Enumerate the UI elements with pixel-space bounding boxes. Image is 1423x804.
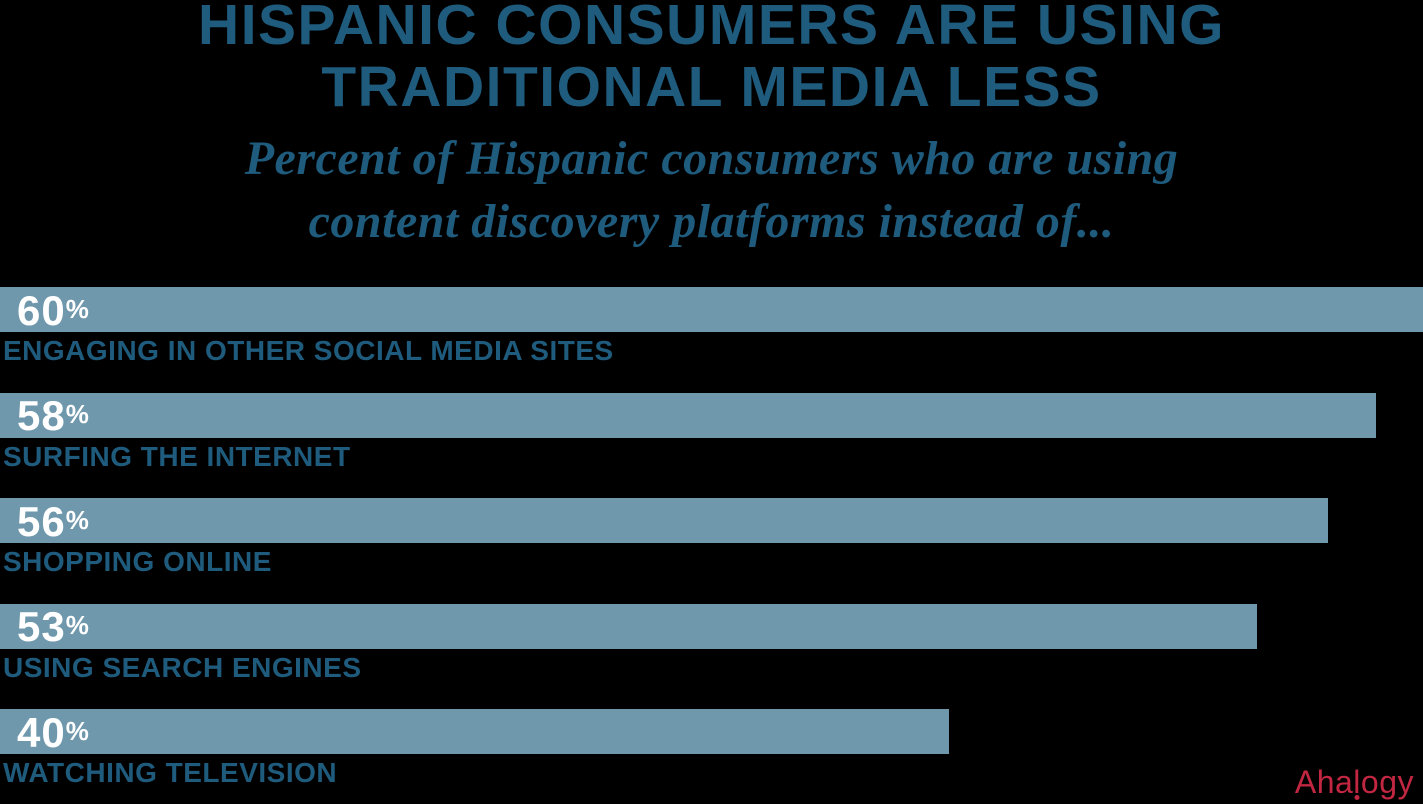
bar-chart: 60% ENGAGING IN OTHER SOCIAL MEDIA SITES… (0, 287, 1423, 804)
bar-row: 40% WATCHING TELEVISION (0, 708, 1423, 788)
bar-value-label: 53% (17, 603, 89, 650)
percent-sign: % (65, 610, 89, 640)
bar: 58% (0, 392, 1376, 439)
bar-value-label: 60% (17, 286, 89, 334)
logo-text-part-2: ogy (1360, 764, 1414, 800)
bar-row: 53% USING SEARCH ENGINES (0, 603, 1423, 683)
bar-value-label: 56% (17, 497, 89, 545)
bar: 60% (0, 286, 1423, 334)
bar: 53% (0, 603, 1257, 650)
chart-title: HISPANIC CONSUMERS ARE USING TRADITIONAL… (0, 0, 1423, 118)
bar-row: 58% SURFING THE INTERNET (0, 392, 1423, 472)
bar-category-label: WATCHING TELEVISION (3, 757, 338, 788)
percent-sign: % (65, 504, 89, 535)
bar-category-label: ENGAGING IN OTHER SOCIAL MEDIA SITES (3, 335, 614, 366)
bar-category-label: SURFING THE INTERNET (3, 440, 351, 472)
ahalogy-logo: Ahalogy (1295, 764, 1414, 801)
bar: 56% (0, 497, 1329, 545)
chart-subtitle: Percent of Hispanic consumers who are us… (0, 127, 1423, 253)
chart-header: HISPANIC CONSUMERS ARE USING TRADITIONAL… (0, 0, 1423, 253)
bar-row: 60% ENGAGING IN OTHER SOCIAL MEDIA SITES (0, 286, 1423, 366)
logo-letter-l-with-dot: l (1353, 764, 1361, 800)
bar-value-label: 40% (17, 708, 89, 756)
bar: 40% (0, 708, 949, 756)
logo-text-part-1: Aha (1294, 764, 1354, 800)
bar-row: 56% SHOPPING ONLINE (0, 497, 1423, 577)
chart-subtitle-line-2: content discovery platforms instead of..… (308, 195, 1115, 248)
chart-title-line-2: TRADITIONAL MEDIA LESS (321, 55, 1102, 119)
percent-sign: % (65, 715, 89, 746)
bar-value-label: 58% (17, 392, 89, 439)
chart-subtitle-line-1: Percent of Hispanic consumers who are us… (244, 132, 1179, 185)
bar-category-label: SHOPPING ONLINE (3, 546, 272, 577)
bar-category-label: USING SEARCH ENGINES (3, 651, 362, 683)
percent-sign: % (65, 399, 89, 429)
chart-title-line-1: HISPANIC CONSUMERS ARE USING (198, 0, 1225, 57)
percent-sign: % (65, 293, 89, 324)
